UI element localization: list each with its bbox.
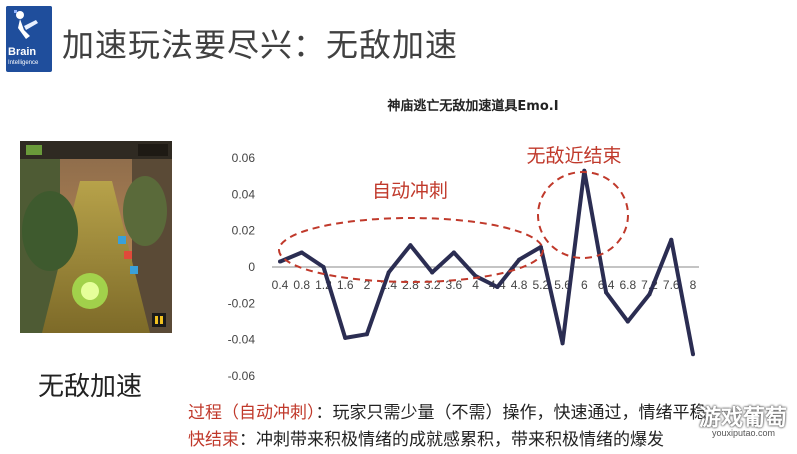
- note-process: 过程（自动冲刺）：玩家只需少量（不需）操作，快速通过，情绪平稳: [188, 398, 707, 423]
- watermark-url: youxiputao.com: [711, 428, 775, 438]
- data-point: [364, 332, 369, 337]
- note-ending-text: ：冲刺带来积极情绪的成就感累积，带来积极情绪的爆发: [239, 430, 664, 450]
- data-point: [604, 290, 609, 295]
- note-process-label: 过程（自动冲刺）: [188, 403, 316, 423]
- data-point: [517, 257, 522, 262]
- data-point: [386, 270, 391, 275]
- invincible-end-label: 无敌近结束: [526, 145, 621, 167]
- y-tick-label: -0.06: [228, 369, 256, 383]
- data-point: [647, 292, 652, 297]
- y-tick-label: -0.04: [228, 333, 256, 347]
- data-point: [669, 237, 674, 242]
- data-point: [343, 335, 348, 340]
- data-point: [278, 259, 282, 264]
- page-title: 加速玩法要尽兴：无敌加速: [62, 26, 459, 64]
- x-tick-label: 0.8: [293, 278, 310, 292]
- logo-word: Brain: [8, 46, 37, 58]
- data-point: [321, 265, 326, 269]
- x-tick-label: 2: [364, 278, 371, 292]
- x-tick-label: 7.6: [663, 278, 680, 292]
- invincible-end-ellipse: [537, 171, 629, 259]
- x-tick-label: 5.2: [532, 278, 549, 292]
- y-tick-label: 0.06: [232, 151, 256, 165]
- data-point: [691, 352, 695, 357]
- y-tick-label: 0: [248, 260, 255, 274]
- game-screenshot: [20, 141, 172, 333]
- x-tick-label: 0.4: [272, 278, 289, 292]
- data-point: [538, 245, 543, 250]
- chart-title: 神庙逃亡无敌加速道具Emo.I: [387, 98, 558, 114]
- logo-subtitle: Intelligence: [8, 60, 39, 66]
- series-line: [279, 168, 695, 355]
- x-tick-label: 5.6: [554, 278, 571, 292]
- note-ending: 快结束：冲刺带来积极情绪的成就感累积，带来积极情绪的爆发: [188, 425, 664, 450]
- x-tick-label: 4: [472, 278, 479, 292]
- watermark-text: 游戏葡萄: [698, 406, 787, 431]
- data-point: [430, 270, 435, 275]
- y-tick-label: 0.02: [232, 224, 256, 238]
- left-caption: 无敌加速: [38, 372, 143, 402]
- data-point: [408, 243, 413, 248]
- data-point: [495, 284, 500, 289]
- x-tick-label: 6: [581, 278, 588, 292]
- x-tick-label: 1.6: [337, 278, 354, 292]
- data-point: [451, 250, 456, 255]
- data-point: [625, 319, 630, 324]
- y-tick-label: 0.04: [232, 187, 256, 201]
- data-point: [299, 250, 304, 255]
- data-point: [560, 341, 565, 346]
- logo-figure-icon: [6, 6, 52, 46]
- x-tick-label: 4.8: [511, 278, 528, 292]
- note-process-text: ：玩家只需少量（不需）操作，快速通过，情绪平稳: [315, 403, 707, 423]
- y-tick-label: -0.02: [228, 296, 256, 310]
- game-scene-image: [20, 141, 172, 333]
- line-chart: 神庙逃亡无敌加速道具Emo.I 0.06 0.04 0.02 0 -0.02 -0.04 -…: [228, 98, 699, 383]
- x-tick-label: 6.8: [619, 278, 636, 292]
- note-ending-label: 快结束: [188, 430, 239, 450]
- x-tick-label: 2.8: [402, 278, 419, 292]
- auto-sprint-ellipse: [278, 217, 544, 283]
- auto-sprint-label: 自动冲刺: [372, 180, 448, 202]
- x-tick-label: 8: [690, 278, 697, 292]
- x-tick-label: 3.2: [424, 278, 441, 292]
- brain-intelligence-logo: Brain Intelligence: [6, 6, 52, 72]
